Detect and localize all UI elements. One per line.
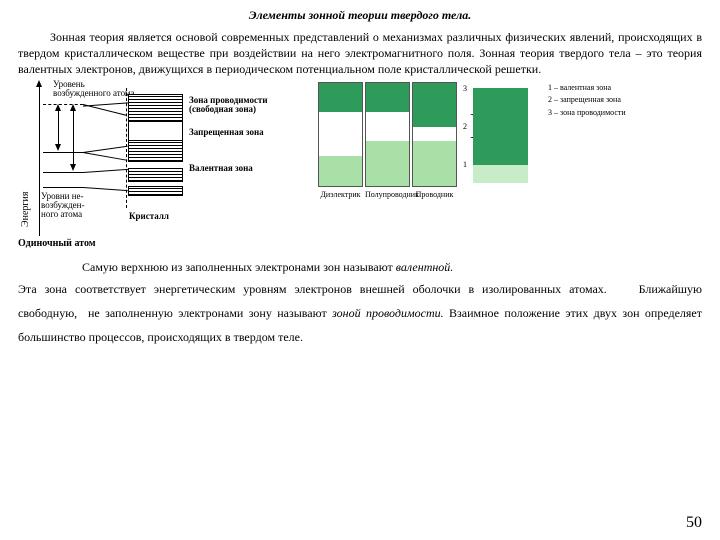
tick-1: 1 <box>463 160 467 169</box>
forbidden-gap <box>128 122 183 140</box>
forbidden-label: Запрещенная зона <box>189 128 264 137</box>
band-formation-diagram: Энергия Уровень возбужденного атома <box>18 82 288 250</box>
valence-band-mid <box>128 168 183 182</box>
crystal-label: Кристалл <box>129 212 169 221</box>
figures-row: Энергия Уровень возбужденного атома <box>18 82 702 250</box>
material-names: ДиэлектрикПолупроводникПроводник <box>318 190 457 199</box>
page-number: 50 <box>686 514 702 532</box>
large-conduction-block <box>473 88 528 183</box>
material-name: Диэлектрик <box>318 190 363 199</box>
tick-2: 2 <box>463 122 467 131</box>
material-name: Проводник <box>412 190 457 199</box>
page-title: Элементы зонной теории твердого тела. <box>18 8 702 23</box>
material-bar <box>365 82 410 187</box>
excited-level-label: Уровень возбужденного атома <box>53 80 135 99</box>
material-bar <box>318 82 363 187</box>
valence-label: Валентная зона <box>189 164 253 173</box>
material-name: Полупроводник <box>365 190 410 199</box>
legend-item: 1 – валентная зона <box>548 82 626 95</box>
legend-item: 2 – запрещенная зона <box>548 94 626 107</box>
valence-band-lower <box>128 186 183 196</box>
valence-band-upper <box>128 140 183 162</box>
conduction-definition: Эта зона соответствует энергетическим ур… <box>18 277 702 349</box>
materials-comparison-diagram: 3 2 1 ] Hg ДиэлектрикПолупроводникПровод… <box>318 82 688 199</box>
conduction-band <box>128 94 183 122</box>
material-bar <box>412 82 457 187</box>
material-bars <box>318 82 457 187</box>
tick-3: 3 <box>463 84 467 93</box>
zone-legend: 1 – валентная зона2 – запрещенная зона3 … <box>548 82 626 199</box>
legend-item: 3 – зона проводимости <box>548 107 626 120</box>
ground-level-label: Уровни не- возбужден- ного атома <box>41 192 84 220</box>
intro-paragraph: Зонная теория является основой современн… <box>18 29 702 78</box>
energy-axis-label: Энергия <box>18 82 33 237</box>
conduction-label: Зона проводимости (свободная зона) <box>189 96 268 115</box>
single-atom-label: Одиночный атом <box>18 239 288 250</box>
valence-definition: Самую верхнюю из заполненных электронами… <box>18 259 702 275</box>
